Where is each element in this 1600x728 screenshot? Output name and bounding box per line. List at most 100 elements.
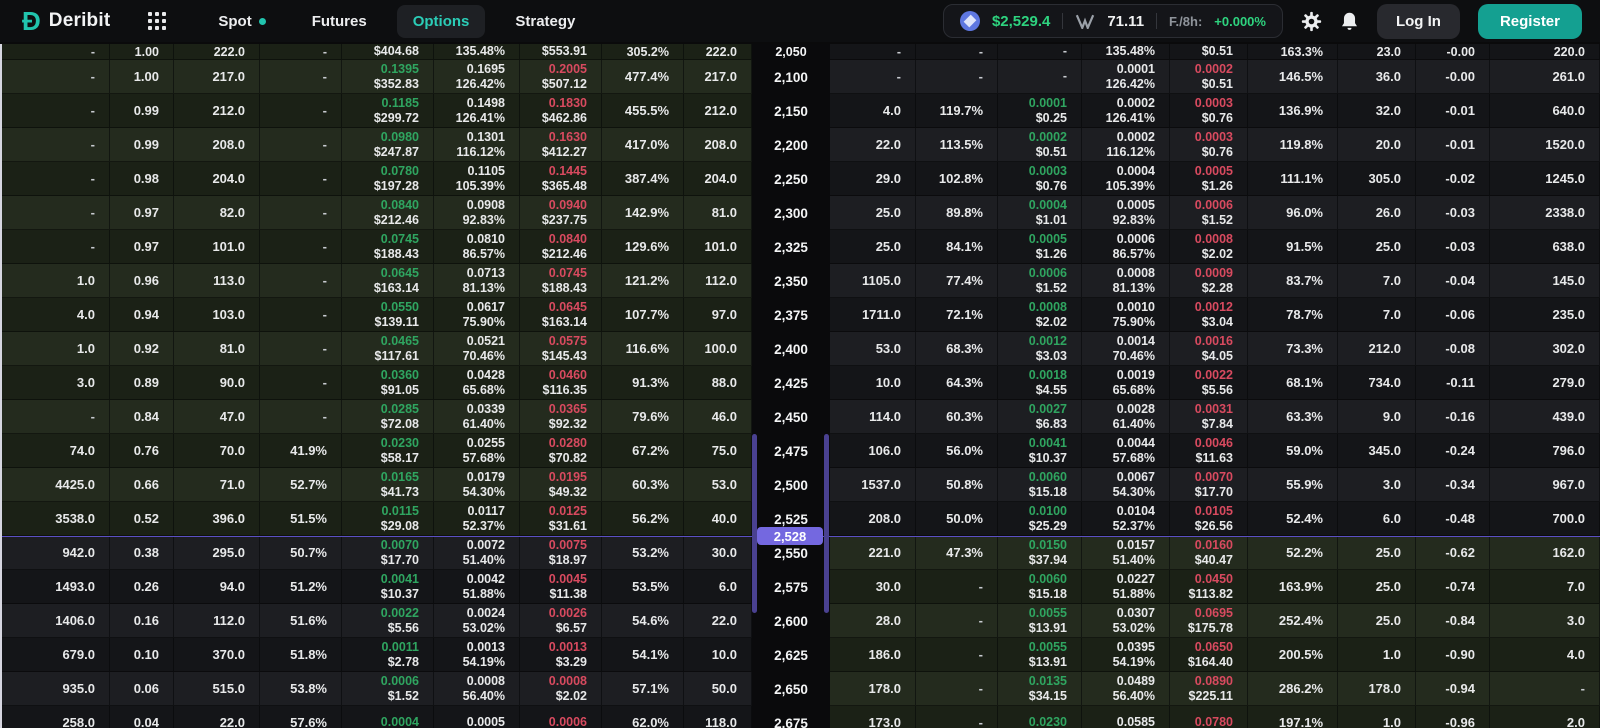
chain-row-2300[interactable]: -0.97 82.0-0.0840 $212.46 0.0908 92.83% 0.094… xyxy=(0,196,1600,230)
call-bid-cell[interactable]: 0.1185 $299.72 xyxy=(342,94,434,128)
call-ask-cell[interactable]: 0.0365 $92.32 xyxy=(520,400,602,434)
strike-cell[interactable]: 2,500 xyxy=(752,468,830,502)
put-ask-cell[interactable]: 0.0022 $5.56 xyxy=(1170,366,1248,400)
chain-row-2600[interactable]: 1406.0 0.16 112.0 51.6% 0.0022 $5.56 0.0024 53.… xyxy=(0,604,1600,638)
call-mark-cell[interactable]: 135.48% xyxy=(434,44,520,60)
put-mark-cell[interactable]: 0.0307 53.02% xyxy=(1082,604,1170,638)
call-bid-cell[interactable]: 0.0011 $2.78 xyxy=(342,638,434,672)
put-bid-cell[interactable]: 0.0135 $34.15 xyxy=(998,672,1082,706)
put-bid-cell[interactable]: 0.0001 $0.25 xyxy=(998,94,1082,128)
call-bid-cell[interactable]: 0.0070 $17.70 xyxy=(342,536,434,570)
strike-cell[interactable]: 2,300 xyxy=(752,196,830,230)
market-ticker[interactable]: $2,529.4 71.11 F./8h: +0.000% xyxy=(942,4,1283,38)
put-mark-cell[interactable]: 0.0104 52.37% xyxy=(1082,502,1170,536)
call-mark-cell[interactable]: 0.1695 126.42% xyxy=(434,60,520,94)
strike-cell[interactable]: 2,600 xyxy=(752,604,830,638)
put-mark-cell[interactable]: 0.0014 70.46% xyxy=(1082,332,1170,366)
put-mark-cell[interactable]: 0.0006 86.57% xyxy=(1082,230,1170,264)
call-mark-cell[interactable]: 0.0521 70.46% xyxy=(434,332,520,366)
call-bid-cell[interactable]: 0.0004 xyxy=(342,706,434,728)
call-bid-cell[interactable]: 0.0550 $139.11 xyxy=(342,298,434,332)
call-bid-cell[interactable]: 0.0165 $41.73 xyxy=(342,468,434,502)
put-ask-cell[interactable]: 0.0003 $0.76 xyxy=(1170,94,1248,128)
call-mark-cell[interactable]: 0.0617 75.90% xyxy=(434,298,520,332)
call-ask-cell[interactable]: 0.0645 $163.14 xyxy=(520,298,602,332)
put-ask-cell[interactable]: 0.0450 $113.82 xyxy=(1170,570,1248,604)
put-ask-cell[interactable]: 0.0780 xyxy=(1170,706,1248,728)
chain-row-2375[interactable]: 4.0 0.94 103.0-0.0550 $139.11 0.0617 75.90% 0.… xyxy=(0,298,1600,332)
put-ask-cell[interactable]: 0.0009 $2.28 xyxy=(1170,264,1248,298)
settings-gear-icon[interactable] xyxy=(1301,11,1322,32)
call-bid-cell[interactable]: 0.0285 $72.08 xyxy=(342,400,434,434)
notifications-bell-icon[interactable] xyxy=(1340,11,1359,32)
put-mark-cell[interactable]: 0.0028 61.40% xyxy=(1082,400,1170,434)
put-bid-cell[interactable]: 0.0002 $0.51 xyxy=(998,128,1082,162)
call-mark-cell[interactable]: 0.0013 54.19% xyxy=(434,638,520,672)
chain-row-2400[interactable]: 1.0 0.92 81.0-0.0465 $117.61 0.0521 70.46% 0.0… xyxy=(0,332,1600,366)
call-bid-cell[interactable]: 0.1395 $352.83 xyxy=(342,60,434,94)
chain-row-2675[interactable]: 258.0 0.04 22.0 57.6% 0.0004 0.0005 0.0006 62.0… xyxy=(0,706,1600,728)
strike-cell[interactable]: 2,625 xyxy=(752,638,830,672)
price-range-slider-left[interactable] xyxy=(752,434,757,613)
apps-grid-icon[interactable] xyxy=(148,12,167,30)
chain-row-2350[interactable]: 1.0 0.96 113.0-0.0645 $163.14 0.0713 81.13% 0.… xyxy=(0,264,1600,298)
call-ask-cell[interactable]: 0.0013 $3.29 xyxy=(520,638,602,672)
strike-cell[interactable]: 2,350 xyxy=(752,264,830,298)
call-mark-cell[interactable]: 0.0005 xyxy=(434,706,520,728)
menu-item-options[interactable]: Options xyxy=(396,4,486,38)
call-ask-cell[interactable]: 0.0006 xyxy=(520,706,602,728)
deribit-logo[interactable]: Đ Deribit xyxy=(22,8,110,34)
call-mark-cell[interactable]: 0.0024 53.02% xyxy=(434,604,520,638)
call-mark-cell[interactable]: 0.0255 57.68% xyxy=(434,434,520,468)
call-mark-cell[interactable]: 0.0713 81.13% xyxy=(434,264,520,298)
call-bid-cell[interactable]: 0.0022 $5.56 xyxy=(342,604,434,638)
call-mark-cell[interactable]: 0.0810 86.57% xyxy=(434,230,520,264)
put-bid-cell[interactable]: - xyxy=(998,44,1082,60)
put-ask-cell[interactable]: 0.0695 $175.78 xyxy=(1170,604,1248,638)
chain-row-2100[interactable]: -1.00 217.0-0.1395 $352.83 0.1695 126.42% 0.2… xyxy=(0,60,1600,94)
menu-item-futures[interactable]: Futures xyxy=(296,5,383,38)
call-mark-cell[interactable]: 0.0179 54.30% xyxy=(434,468,520,502)
put-ask-cell[interactable]: $0.51 xyxy=(1170,44,1248,60)
put-bid-cell[interactable]: 0.0005 $1.26 xyxy=(998,230,1082,264)
call-mark-cell[interactable]: 0.0428 65.68% xyxy=(434,366,520,400)
put-ask-cell[interactable]: 0.0105 $26.56 xyxy=(1170,502,1248,536)
put-ask-cell[interactable]: 0.0890 $225.11 xyxy=(1170,672,1248,706)
call-bid-cell[interactable]: 0.0980 $247.87 xyxy=(342,128,434,162)
put-bid-cell[interactable]: 0.0003 $0.76 xyxy=(998,162,1082,196)
put-mark-cell[interactable]: 0.0019 65.68% xyxy=(1082,366,1170,400)
call-ask-cell[interactable]: 0.0280 $70.82 xyxy=(520,434,602,468)
call-ask-cell[interactable]: 0.0460 $116.35 xyxy=(520,366,602,400)
strike-cell[interactable]: 2,150 xyxy=(752,94,830,128)
strike-cell[interactable]: 2,200 xyxy=(752,128,830,162)
call-mark-cell[interactable]: 0.0339 61.40% xyxy=(434,400,520,434)
put-mark-cell[interactable]: 0.0395 54.19% xyxy=(1082,638,1170,672)
put-mark-cell[interactable]: 0.0002 126.41% xyxy=(1082,94,1170,128)
chain-row-2250[interactable]: -0.98 204.0-0.0780 $197.28 0.1105 105.39% 0.1… xyxy=(0,162,1600,196)
register-button[interactable]: Register xyxy=(1477,3,1582,39)
put-ask-cell[interactable]: 0.0005 $1.26 xyxy=(1170,162,1248,196)
chain-row-2575[interactable]: 1493.0 0.26 94.0 51.2% 0.0041 $10.37 0.0042 51.… xyxy=(0,570,1600,604)
call-bid-cell[interactable]: 0.0115 $29.08 xyxy=(342,502,434,536)
put-mark-cell[interactable]: 0.0008 81.13% xyxy=(1082,264,1170,298)
call-ask-cell[interactable]: $553.91 xyxy=(520,44,602,60)
put-mark-cell[interactable]: 0.0001 126.42% xyxy=(1082,60,1170,94)
put-ask-cell[interactable]: 0.0002 $0.51 xyxy=(1170,60,1248,94)
put-bid-cell[interactable]: 0.0055 $13.91 xyxy=(998,638,1082,672)
put-bid-cell[interactable]: 0.0055 $13.91 xyxy=(998,604,1082,638)
call-ask-cell[interactable]: 0.1830 $462.86 xyxy=(520,94,602,128)
menu-item-spot[interactable]: Spot xyxy=(202,5,281,38)
chain-row-2500[interactable]: 4425.0 0.66 71.0 52.7% 0.0165 $41.73 0.0179 54.… xyxy=(0,468,1600,502)
strike-cell[interactable]: 2,650 xyxy=(752,672,830,706)
chain-row-2150[interactable]: -0.99 212.0-0.1185 $299.72 0.1498 126.41% 0.1… xyxy=(0,94,1600,128)
call-mark-cell[interactable]: 0.0117 52.37% xyxy=(434,502,520,536)
put-ask-cell[interactable]: 0.0012 $3.04 xyxy=(1170,298,1248,332)
call-bid-cell[interactable]: 0.0006 $1.52 xyxy=(342,672,434,706)
call-ask-cell[interactable]: 0.1445 $365.48 xyxy=(520,162,602,196)
call-mark-cell[interactable]: 0.0908 92.83% xyxy=(434,196,520,230)
put-ask-cell[interactable]: 0.0003 $0.76 xyxy=(1170,128,1248,162)
call-ask-cell[interactable]: 0.0026 $6.57 xyxy=(520,604,602,638)
chain-row-2650[interactable]: 935.0 0.06 515.0 53.8% 0.0006 $1.52 0.0008 56.4… xyxy=(0,672,1600,706)
strike-cell[interactable]: 2,475 xyxy=(752,434,830,468)
call-bid-cell[interactable]: 0.0465 $117.61 xyxy=(342,332,434,366)
